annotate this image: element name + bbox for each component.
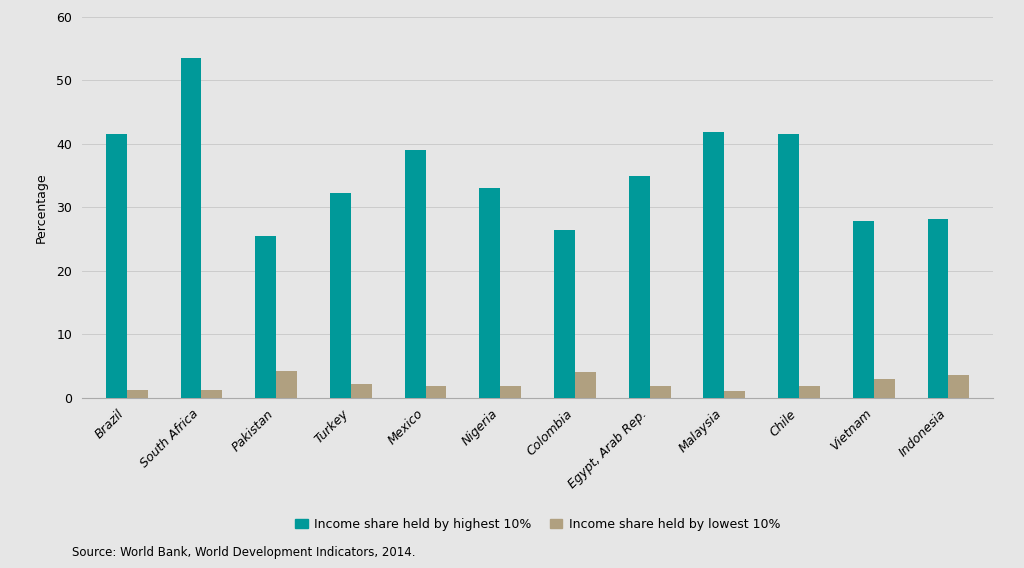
Bar [501,386,521,398]
Bar [276,371,297,398]
Bar [351,383,372,398]
Bar [426,386,446,398]
Bar [404,150,426,398]
Y-axis label: Percentage: Percentage [35,172,48,243]
Bar [479,188,501,398]
Legend: Income share held by highest 10%, Income share held by lowest 10%: Income share held by highest 10%, Income… [290,513,785,536]
Bar [330,193,351,398]
Text: Source: World Bank, World Development Indicators, 2014.: Source: World Bank, World Development In… [72,546,415,559]
Bar [554,229,574,398]
Bar [873,378,895,398]
Bar [180,59,202,398]
Bar [629,176,649,398]
Bar [649,386,671,398]
Bar [948,375,970,398]
Bar [105,135,127,398]
Bar [574,372,596,398]
Bar [127,390,147,398]
Bar [799,386,820,398]
Bar [928,219,948,398]
Bar [778,135,799,398]
Bar [853,222,873,398]
Bar [703,132,724,398]
Bar [202,390,222,398]
Bar [724,391,745,398]
Bar [255,236,276,398]
